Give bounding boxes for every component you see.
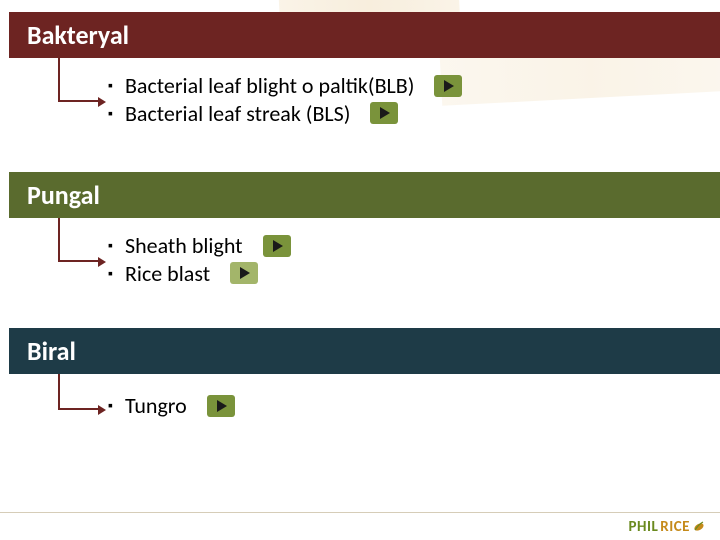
section-title: Pungal [27,179,100,211]
play-icon[interactable] [230,262,258,284]
section-bar-bakteryal: Bakteryal [9,12,720,58]
item-list-biral: ▪ Tungro [108,392,235,420]
list-item: ▪ Sheath blight [108,232,291,260]
bullet-icon: ▪ [108,265,113,283]
bullet-icon: ▪ [108,397,113,415]
list-item: ▪ Tungro [108,392,235,420]
connector-biral [58,374,98,410]
section-bar-biral: Biral [9,328,720,374]
item-list-pungal: ▪ Sheath blight ▪ Rice blast [108,232,291,287]
item-text: Rice blast [125,260,210,288]
connector-pungal [58,218,98,262]
item-list-bakteryal: ▪ Bacterial leaf blight o paltik(BLB) ▪ … [108,72,462,127]
item-text: Tungro [125,392,187,420]
list-item: ▪ Bacterial leaf blight o paltik(BLB) [108,72,462,100]
footer: PHIL RICE [0,512,720,540]
slide: Bakteryal ▪ Bacterial leaf blight o palt… [0,0,720,540]
item-text: Sheath blight [125,232,243,260]
list-item: ▪ Bacterial leaf streak (BLS) [108,100,462,128]
play-icon[interactable] [370,102,398,124]
section-bar-pungal: Pungal [9,172,720,218]
connector-arrow-biral [98,405,106,415]
list-item: ▪ Rice blast [108,260,291,288]
bullet-icon: ▪ [108,77,113,95]
play-icon[interactable] [207,395,235,417]
bullet-icon: ▪ [108,105,113,123]
logo-text-phil: PHIL [629,518,659,536]
play-icon[interactable] [434,75,462,97]
item-text: Bacterial leaf blight o paltik(BLB) [125,72,414,100]
logo-text-rice: RICE [660,518,690,536]
grain-icon [692,520,706,534]
item-text: Bacterial leaf streak (BLS) [125,100,351,128]
connector-arrow-bakteryal [98,97,106,107]
connector-arrow-pungal [98,257,106,267]
bullet-icon: ▪ [108,237,113,255]
play-icon[interactable] [263,235,291,257]
connector-bakteryal [58,58,98,102]
section-title: Biral [27,335,76,367]
section-title: Bakteryal [27,19,129,51]
philrice-logo: PHIL RICE [629,518,707,536]
